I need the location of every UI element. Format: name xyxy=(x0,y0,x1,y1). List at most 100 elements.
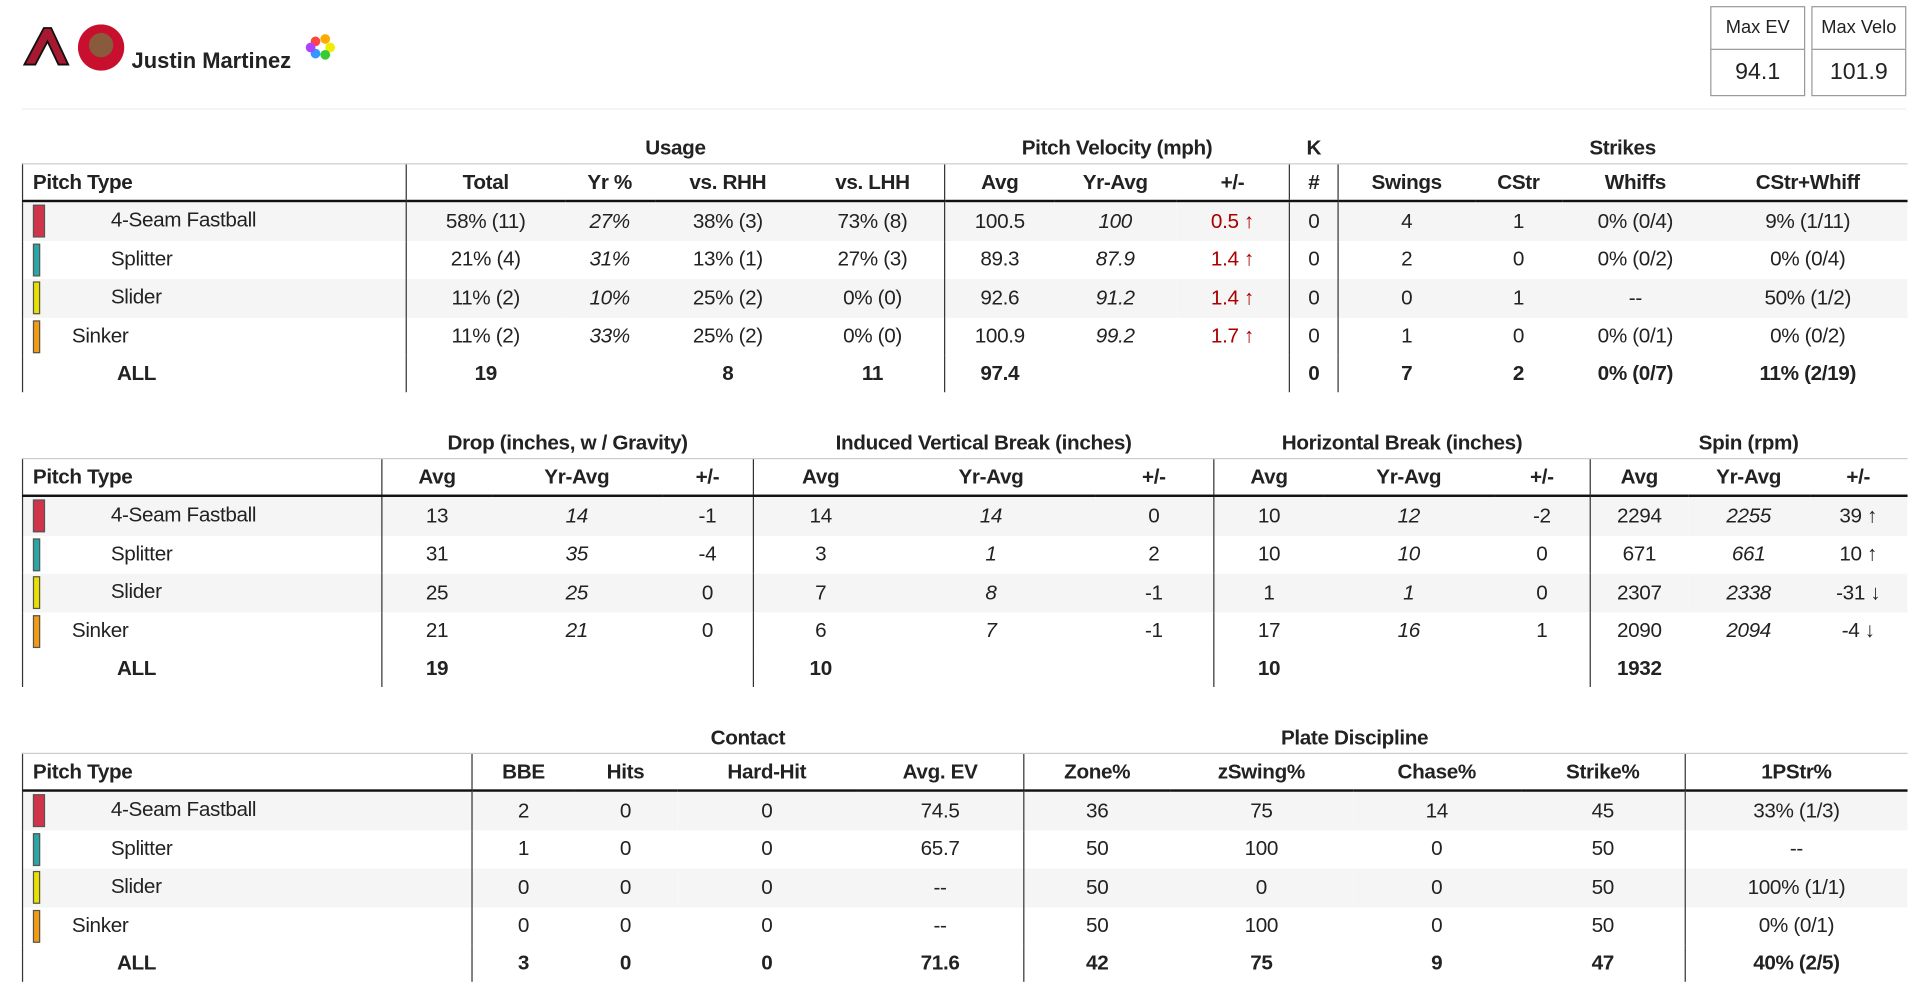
pitch-cell: 4-Seam Fastball xyxy=(21,495,382,536)
pitch-row: Splitter 1 0 0 65.7 50 100 0 50 -- xyxy=(21,830,1907,869)
stats-table: Usage Pitch Velocity (mph) K Strikes Pitch T… xyxy=(21,127,1908,393)
column-header: Avg xyxy=(944,163,1055,203)
pitch-swatch xyxy=(32,832,41,866)
all-cell xyxy=(1176,356,1289,393)
pitch-swatch xyxy=(32,909,41,943)
stat-cell: 0% (0) xyxy=(843,324,902,348)
stat-cell: 33% (1/3) xyxy=(1684,790,1907,831)
column-header: Yr % xyxy=(564,163,655,203)
pitch-cell: Splitter xyxy=(21,830,473,869)
stat-cell: 14 xyxy=(887,495,1095,536)
all-cell: 97.4 xyxy=(944,355,1055,393)
pitch-cell: 4-Seam Fastball xyxy=(21,790,473,831)
stat-cell: 100 xyxy=(1244,913,1279,938)
group-header: Drop (inches, w / Gravity) xyxy=(447,431,689,455)
stat-cell: 14 xyxy=(752,495,888,536)
stat-cell: 10 ↑ xyxy=(1839,542,1878,566)
group-header xyxy=(1685,716,1907,753)
stat-cell: 10 xyxy=(1213,495,1324,536)
stat-cell: -- xyxy=(933,913,947,938)
stat-cell: 0 xyxy=(676,790,857,831)
group-header: Contact xyxy=(710,725,786,750)
column-header: Avg xyxy=(381,458,492,497)
stat-cell: 0% (0/2) xyxy=(1770,324,1846,348)
stat-cell: 0% (0/2) xyxy=(1597,247,1674,271)
all-row: ALL 3 0 0 71.6 42 75 9 47 40% (2/5) xyxy=(21,945,1907,982)
column-header: Total xyxy=(405,163,565,203)
stat-cell: 1 xyxy=(1536,619,1548,643)
pitch-cell: Slider xyxy=(21,573,382,613)
column-header: +/- xyxy=(1494,458,1591,497)
stat-cell: 1 xyxy=(1213,573,1324,613)
column-header: # xyxy=(1288,163,1339,203)
all-cell: 7 xyxy=(1337,355,1475,393)
pitch-name: Splitter xyxy=(110,541,173,565)
stat-cell: 21% (4) xyxy=(405,240,565,279)
column-header-row: Pitch Type BBE Hits Hard-Hit Avg. EV Zone% zSw… xyxy=(21,752,1907,792)
stat-cell: -- xyxy=(1684,830,1907,869)
stat-cell: 671 xyxy=(1589,535,1688,574)
stat-cell: 2338 xyxy=(1687,573,1810,613)
group-header xyxy=(23,716,472,753)
column-header: Avg xyxy=(752,458,888,497)
column-header: Chase% xyxy=(1352,752,1521,792)
all-row: ALL 19 10 10 1932 xyxy=(21,650,1907,688)
stat-cell: -31 ↓ xyxy=(1809,573,1907,613)
all-cell: 47 xyxy=(1591,951,1615,975)
stat-cell: 2090 xyxy=(1589,612,1688,651)
stat-cell: 25 xyxy=(491,573,663,613)
stat-cell: 2 xyxy=(471,790,575,831)
avatar-face xyxy=(88,32,114,58)
pitch-cell: Slider xyxy=(21,278,407,318)
column-header: Strike% xyxy=(1520,752,1686,792)
header-icons xyxy=(22,24,335,71)
max-velo-label: Max Velo xyxy=(1812,7,1906,50)
stat-cell: 0 xyxy=(676,868,857,907)
column-header: Yr-Avg xyxy=(887,458,1095,497)
stat-cell: 65.7 xyxy=(920,837,960,861)
stat-cell: 0 xyxy=(1337,278,1475,318)
pitch-row: Splitter 21% (4) 31% 13% (1) 27% (3) 89.3 87.9… xyxy=(21,240,1908,279)
stat-cell: 661 xyxy=(1731,542,1766,566)
stat-cell: 1 xyxy=(985,542,997,566)
pitch-swatch xyxy=(32,281,41,315)
all-label: ALL xyxy=(21,945,473,982)
column-header: CStr xyxy=(1474,163,1563,203)
stat-cell: 1 xyxy=(471,830,575,869)
stat-cell: -1 xyxy=(662,495,754,536)
pitch-swatch xyxy=(32,243,41,277)
group-header: Usage xyxy=(645,136,706,160)
stat-cell: 14 xyxy=(1352,790,1521,831)
pitch-name: Splitter xyxy=(110,836,173,860)
max-velo-box: Max Velo 101.9 xyxy=(1811,6,1907,97)
stat-cell: 0.5 ↑ xyxy=(1176,200,1290,241)
stat-cell: 1 xyxy=(1323,573,1495,613)
pitch-swatch xyxy=(32,614,41,648)
stat-cell: 0 xyxy=(1352,868,1521,907)
column-header: +/- xyxy=(1809,458,1907,497)
stat-cell: 8 xyxy=(887,573,1095,613)
stat-cell: 12 xyxy=(1323,495,1495,536)
stat-cell: -- xyxy=(856,868,1024,907)
stat-cell: 0 xyxy=(1512,324,1525,348)
pitch-cell: Splitter xyxy=(21,240,407,279)
pitch-name: 4-Seam Fastball xyxy=(110,208,257,232)
all-cell: 2 xyxy=(1512,361,1525,385)
stat-cell: 1 xyxy=(1474,278,1563,318)
column-header: 1PStr% xyxy=(1684,752,1907,792)
all-cell: 19 xyxy=(381,650,492,688)
stat-cell: -- xyxy=(1562,278,1709,318)
group-header-row: Drop (inches, w / Gravity) Induced Vertic… xyxy=(23,421,1907,458)
group-header-row: Contact Plate Discipline xyxy=(23,716,1907,753)
pitch-row: Splitter 31 35 -4 3 1 2 10 10 0 671 661 10 ↑ xyxy=(21,535,1907,574)
stat-cell: 14 xyxy=(491,495,663,536)
stat-cell: 50 xyxy=(1023,868,1170,907)
stats-table: Contact Plate Discipline Pitch Type BBE Hits… xyxy=(21,716,1907,982)
divider xyxy=(21,108,1907,110)
player-name: Justin Martinez xyxy=(131,48,292,74)
stat-cell: 10% xyxy=(564,278,655,318)
column-header: Pitch Type xyxy=(21,752,473,792)
all-cell: 19 xyxy=(405,355,565,393)
stat-cell: 89.3 xyxy=(944,240,1055,279)
